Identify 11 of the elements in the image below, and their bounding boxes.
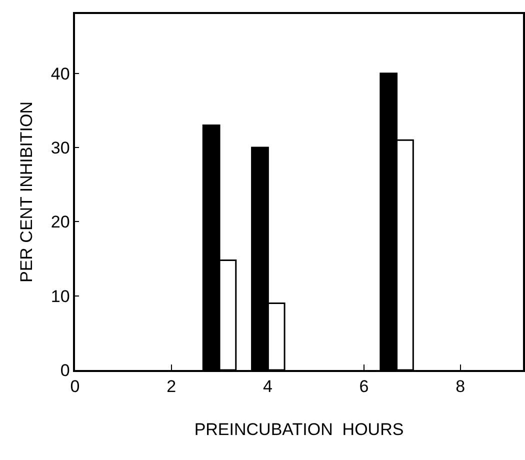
y-tick-label: 30 [50, 138, 70, 158]
x-tick-label: 6 [359, 377, 369, 396]
y-tick-label: 20 [50, 212, 70, 232]
y-tick-label: 40 [50, 64, 70, 84]
x-axis-title: PREINCUBATION HOURS [194, 420, 404, 440]
y-axis-title: PER CENT INHIBITION [16, 101, 36, 283]
x-tick-label: 8 [456, 377, 466, 396]
y-tick-label: 0 [60, 360, 70, 380]
x-tick-label: 4 [262, 377, 272, 396]
x-tick-label: 2 [166, 377, 176, 396]
y-tick-label: 10 [50, 286, 70, 306]
